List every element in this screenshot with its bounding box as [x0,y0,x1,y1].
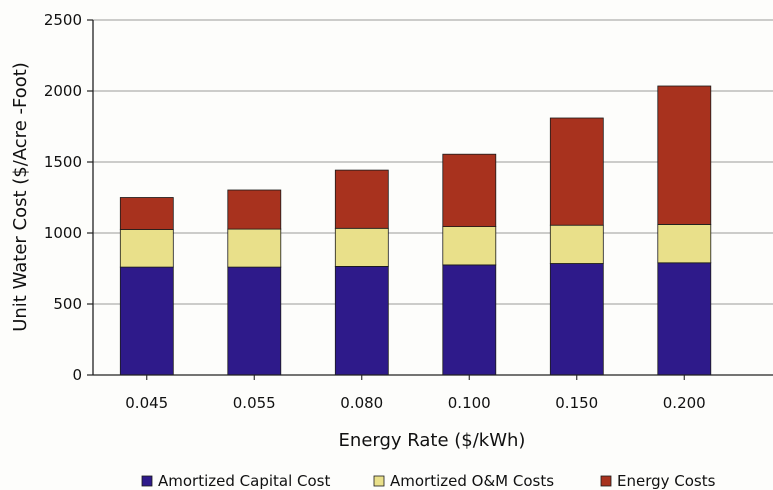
legend: Amortized Capital Cost Amortized O&M Cost… [141,472,716,490]
bar-segment [549,117,604,226]
x-tick-label: 0.150 [555,394,598,412]
legend-swatch [141,475,153,487]
y-tick-label: 1000 [44,224,82,242]
y-tick-label: 500 [53,295,82,313]
y-tick-label: 2500 [44,11,82,29]
bar-segment [442,264,497,376]
bar-segment [657,85,712,225]
bar-segment [227,189,282,230]
bar-segment [442,226,497,266]
x-tick-label: 0.045 [125,394,168,412]
legend-swatch [373,475,385,487]
bar-segment [119,229,174,268]
x-tick-label: 0.080 [340,394,383,412]
x-tick-label: 0.055 [233,394,276,412]
legend-label: Amortized Capital Cost [158,472,330,490]
bar-segment [549,224,604,264]
bar-segment [227,228,282,268]
x-tick-label: 0.100 [448,394,491,412]
bar-segment [657,262,712,376]
x-axis-title: Energy Rate ($/kWh) [339,430,526,451]
ticks: 0 500 1000 1500 2000 2500 0.045 0.055 0.080 0.100… [44,11,706,412]
bar-segment [442,153,497,227]
bar-segment [119,266,174,376]
bar-segment [657,224,712,264]
bars [119,85,712,376]
bar-segment [334,227,389,267]
x-tick-label: 0.200 [663,394,706,412]
bar-segment [549,263,604,376]
legend-label: Energy Costs [617,472,716,490]
bar-segment [334,265,389,376]
y-axis-title: Unit Water Cost ($/Acre -Foot) [10,62,31,332]
bar-segment [119,197,174,230]
axes [92,20,773,376]
bar-segment [334,169,389,229]
y-tick-label: 1500 [44,153,82,171]
bar-segment [227,266,282,376]
y-tick-label: 0 [72,366,82,384]
legend-swatch [600,475,612,487]
y-tick-label: 2000 [44,82,82,100]
legend-label: Amortized O&M Costs [390,472,554,490]
